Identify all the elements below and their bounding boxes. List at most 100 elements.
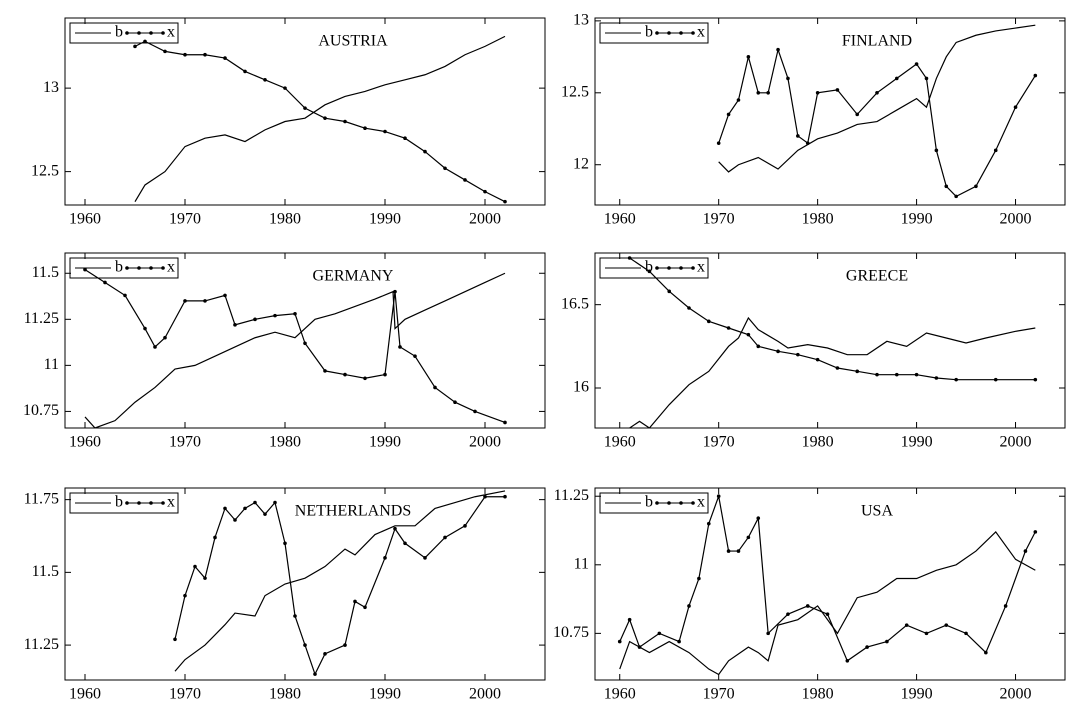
y-tick-label: 16 bbox=[573, 379, 589, 396]
series-point bbox=[413, 354, 417, 358]
series-point bbox=[293, 614, 297, 618]
series-point bbox=[924, 76, 929, 81]
series-group bbox=[133, 35, 507, 204]
series-group bbox=[627, 256, 1038, 428]
series-point bbox=[805, 141, 810, 145]
panel: 1960 1970 1980 1990 2000 16 16.5 GREECE b x bbox=[561, 252, 1066, 451]
legend-marker bbox=[691, 266, 695, 270]
series-point bbox=[223, 506, 227, 511]
panel-title: GERMANY bbox=[313, 268, 394, 285]
series-point bbox=[657, 631, 662, 636]
series-point bbox=[786, 612, 790, 616]
y-tick-label: 10.75 bbox=[23, 402, 59, 419]
series-point bbox=[825, 612, 830, 616]
series-line bbox=[718, 47, 1036, 198]
series-group bbox=[83, 267, 507, 428]
series-point bbox=[716, 494, 721, 499]
legend-marker bbox=[679, 31, 683, 35]
series-point bbox=[143, 326, 147, 331]
panel-title: FINLAND bbox=[842, 33, 912, 50]
series-point bbox=[503, 420, 507, 425]
plot-frame bbox=[64, 487, 546, 681]
series-point bbox=[483, 189, 487, 194]
series-point bbox=[363, 605, 367, 610]
series-point bbox=[894, 76, 899, 81]
series-point bbox=[223, 293, 227, 298]
panel: 1960 1970 1980 1990 2000 12.5 13 AUSTRIA b x bbox=[31, 17, 546, 228]
x-tick-label: 1990 bbox=[369, 211, 401, 228]
x-tick-label: 1960 bbox=[604, 211, 636, 228]
series-point bbox=[323, 116, 327, 120]
series-line bbox=[718, 24, 1036, 173]
legend-marker bbox=[125, 501, 129, 505]
legend-box bbox=[599, 492, 709, 514]
legend-marker bbox=[679, 501, 683, 505]
panel: 1960 1970 1980 1990 2000 10.75 11 11.25 11.5 GERM… bbox=[23, 252, 546, 451]
plot-frame bbox=[594, 487, 1066, 681]
series-point bbox=[706, 521, 711, 526]
x-tick-label: 2000 bbox=[1000, 434, 1032, 451]
series-point bbox=[163, 49, 167, 54]
series-point bbox=[934, 148, 939, 153]
series-point bbox=[974, 184, 978, 189]
legend-label: b bbox=[115, 24, 123, 41]
series-point bbox=[253, 317, 257, 322]
series-point bbox=[393, 526, 397, 531]
legend-marker bbox=[667, 31, 671, 35]
legend-marker bbox=[667, 266, 671, 270]
legend-label: x bbox=[167, 494, 175, 511]
series-point bbox=[776, 349, 780, 354]
series-point bbox=[885, 639, 889, 644]
legend-marker bbox=[691, 501, 695, 505]
series-point bbox=[273, 500, 277, 505]
series-point bbox=[647, 269, 652, 274]
series-point bbox=[726, 112, 731, 117]
series-point bbox=[796, 352, 800, 357]
series-point bbox=[894, 372, 899, 377]
legend-label: x bbox=[697, 494, 705, 511]
series-point bbox=[273, 313, 277, 318]
series-point bbox=[303, 106, 307, 110]
series-point bbox=[746, 332, 751, 337]
panel-title: AUSTRIA bbox=[318, 33, 388, 50]
series-point bbox=[1033, 530, 1038, 534]
series-point bbox=[383, 556, 387, 560]
series-point bbox=[677, 639, 681, 644]
legend-marker bbox=[137, 501, 141, 505]
series-point bbox=[303, 643, 307, 647]
legend-marker bbox=[149, 266, 153, 270]
series-point bbox=[835, 366, 840, 370]
x-tick-label: 2000 bbox=[469, 686, 501, 703]
series-group bbox=[716, 24, 1038, 199]
legend-box bbox=[599, 257, 709, 279]
series-point bbox=[776, 47, 780, 52]
x-tick-label: 1990 bbox=[369, 686, 401, 703]
legend-marker bbox=[125, 31, 129, 35]
series-point bbox=[746, 55, 751, 59]
series-point bbox=[463, 178, 467, 182]
legend-marker bbox=[679, 266, 683, 270]
panel: 1960 1970 1980 1990 2000 12 12.5 13 FINLAND b x bbox=[561, 12, 1066, 228]
x-tick-label: 1970 bbox=[169, 434, 201, 451]
x-tick-label: 1980 bbox=[269, 686, 301, 703]
series-point bbox=[313, 672, 317, 676]
series-line bbox=[84, 272, 506, 428]
series-point bbox=[393, 289, 397, 294]
series-point bbox=[687, 604, 691, 608]
series-point bbox=[1033, 377, 1038, 382]
y-tick-label: 11 bbox=[44, 356, 59, 373]
panel-title: NETHERLANDS bbox=[295, 503, 411, 520]
plot-frame bbox=[594, 17, 1066, 206]
series-point bbox=[103, 280, 107, 285]
panel: 1960 1970 1980 1990 2000 10.75 11 11.25 USA b x bbox=[553, 487, 1066, 703]
series-point bbox=[845, 659, 850, 663]
series-line bbox=[629, 257, 1036, 381]
y-tick-label: 13 bbox=[43, 79, 59, 96]
x-tick-label: 1970 bbox=[703, 211, 735, 228]
x-tick-label: 1970 bbox=[703, 686, 735, 703]
y-tick-label: 11.5 bbox=[32, 264, 59, 281]
series-point bbox=[323, 652, 327, 656]
panel-title: USA bbox=[861, 503, 893, 520]
y-tick-label: 11.75 bbox=[24, 490, 59, 507]
